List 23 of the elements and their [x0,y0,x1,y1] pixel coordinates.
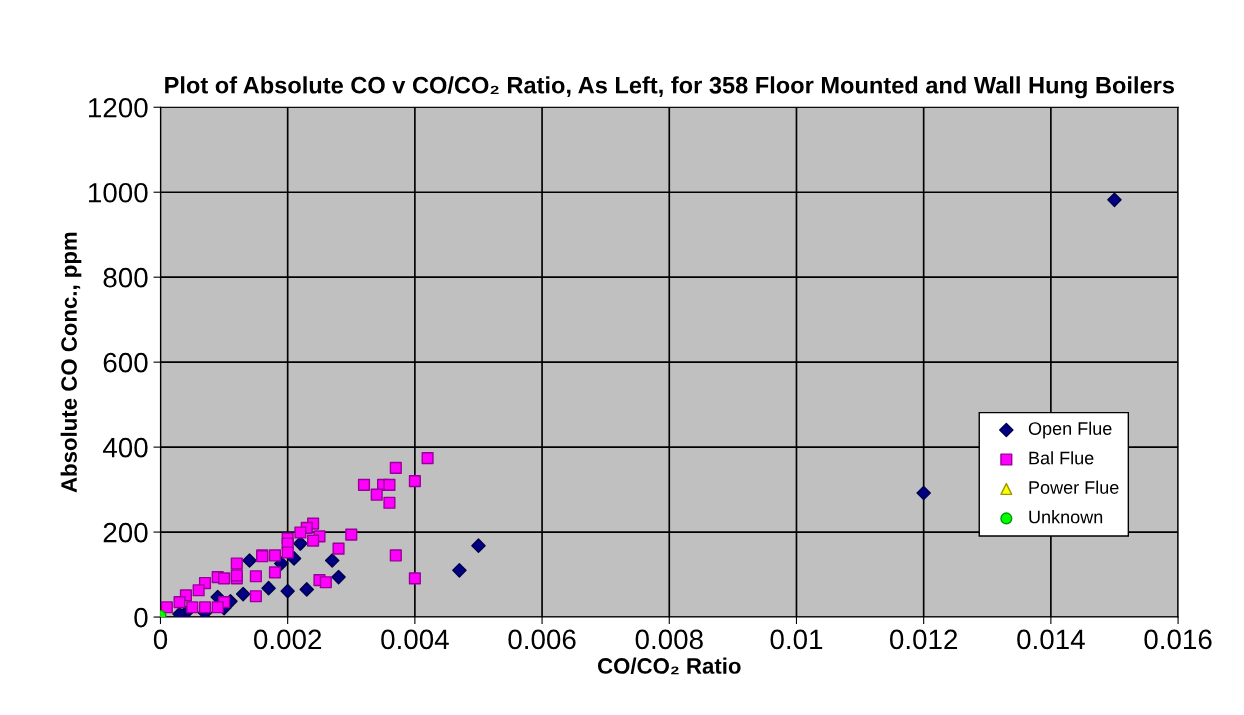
y-tick-label: 800 [103,267,148,288]
y-tick-label: 400 [102,437,148,458]
y-tick-label: 1200 [89,97,148,118]
legend-label: Open Flue [1028,421,1112,439]
chart-title: Plot of Absolute CO v CO/CO₂ Ratio, As Left, for 358 Floor Mounted and Wall Hung Boilers [165,76,1174,99]
y-tick-label: 200 [103,522,148,543]
y-tick-label: 600 [103,352,148,373]
legend-label: Power Flue [1029,480,1119,494]
x-tick-label: 0.014 [1017,629,1085,650]
x-tick-label: 0.004 [381,629,449,650]
x-tick-label: 0 [153,629,168,650]
y-axis-title: Absolute CO Conc., ppm [60,232,82,493]
x-tick-label: 0.008 [635,629,703,650]
legend-label: Bal Flue [1029,451,1094,465]
x-tick-label: 0.01 [770,629,823,650]
y-tick-label: 0 [134,607,148,628]
x-tick-label: 0.002 [254,629,322,650]
x-tick-label: 0.006 [508,629,576,650]
x-tick-label: 0.016 [1144,629,1212,650]
x-tick-label: 0.012 [890,629,958,650]
y-tick-label: 1000 [89,182,148,203]
legend-label: Unknown [1029,510,1103,524]
x-axis-title: CO/CO₂ Ratio [597,657,741,675]
